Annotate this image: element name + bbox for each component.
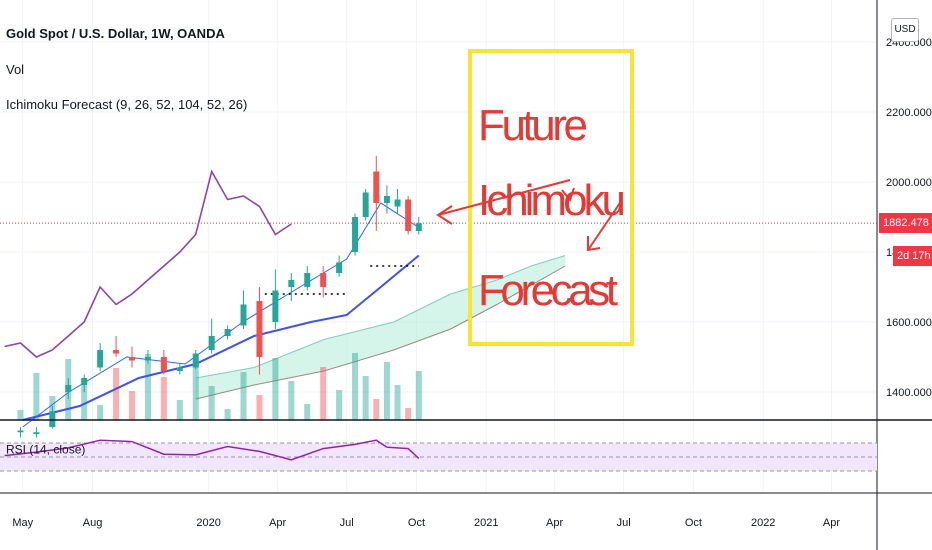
volume-bar <box>373 399 380 420</box>
forecast-annotation: Future Ichimoku Forecast <box>436 49 634 346</box>
ichimoku-cloud <box>195 255 566 400</box>
volume-bar <box>33 373 40 420</box>
x-tick-label: Jul <box>617 517 631 529</box>
candle-body <box>97 350 104 368</box>
volume-bar <box>176 400 183 420</box>
countdown-tag: 2d 17h <box>893 246 932 266</box>
annotation-arrow <box>587 199 623 251</box>
rsi-legend[interactable]: RSI (14, close) <box>6 443 85 457</box>
candle-body <box>383 196 390 203</box>
y-tick-label: 2000.000 <box>886 177 932 189</box>
kijun-line <box>22 254 420 421</box>
volume-bar <box>240 372 247 420</box>
volume-bar <box>320 367 327 420</box>
x-tick-label: Oct <box>685 517 702 529</box>
lagging-span <box>4 169 292 358</box>
volume-bar <box>256 395 263 420</box>
annotation-text-line: Future <box>478 101 588 150</box>
volume-bar <box>144 354 151 420</box>
x-tick-label: Apr <box>269 517 286 529</box>
y-tick-label: 2200.000 <box>886 107 932 119</box>
candle-body <box>415 223 422 231</box>
candle-body <box>405 199 412 231</box>
annotation-box <box>468 49 634 346</box>
candle-body <box>65 385 72 392</box>
candle-body <box>208 336 215 350</box>
candle-body <box>320 273 327 287</box>
candle-body <box>272 290 279 322</box>
volume-bar <box>113 368 120 420</box>
x-tick-label: Apr <box>823 517 840 529</box>
candle-body <box>129 357 136 361</box>
volume-bar <box>81 382 88 420</box>
annotation-text-line: Forecast <box>478 266 618 315</box>
x-tick-label: Aug <box>83 517 103 529</box>
volume-bar <box>336 390 343 420</box>
volume-bar <box>352 353 359 420</box>
candle-body <box>192 353 199 368</box>
volume-legend[interactable]: Vol <box>6 62 25 77</box>
symbol-title[interactable]: Gold Spot / U.S. Dollar, 1W, OANDA <box>6 26 225 41</box>
arrow-head <box>561 187 575 203</box>
candle-body <box>352 217 359 252</box>
grid-layer <box>0 0 877 492</box>
volume-bar <box>415 371 422 420</box>
y-tick-label: 1600.000 <box>886 317 932 329</box>
candle-body <box>33 432 40 434</box>
volume-bar <box>97 405 104 420</box>
current-price-tag: 1882.478 <box>879 213 932 234</box>
senkou-span-a <box>195 255 566 379</box>
candle-body <box>81 378 88 385</box>
volume-bar <box>288 381 295 420</box>
candle-body <box>144 357 151 361</box>
arrow-head <box>587 236 601 252</box>
volume-bar <box>362 376 369 420</box>
senkou-span-b <box>195 265 566 400</box>
candle-body <box>49 411 56 427</box>
ichimoku-legend[interactable]: Ichimoku Forecast (9, 26, 52, 104, 52, 2… <box>6 97 248 112</box>
cloud-fill <box>195 255 566 399</box>
volume-bar <box>160 377 167 420</box>
lagging-span-line <box>4 169 292 358</box>
volume-bar <box>405 408 412 420</box>
volume-bar <box>129 391 136 420</box>
candle-body <box>240 304 247 326</box>
volume-bar <box>17 410 24 420</box>
candle-body <box>176 367 183 371</box>
annotation-text-line: Ichimoku <box>478 176 626 225</box>
x-tick-label: Apr <box>546 517 563 529</box>
x-tick-label: Oct <box>408 517 425 529</box>
candle-body <box>256 301 263 357</box>
volume-bar <box>192 363 199 420</box>
x-tick-label: 2022 <box>751 517 775 529</box>
volume-bar <box>224 409 231 420</box>
annotation-arrow <box>437 179 571 216</box>
volume-bar <box>272 358 279 420</box>
candlesticks <box>17 155 422 438</box>
currency-button[interactable]: USD <box>891 18 919 42</box>
x-tick-label: 2020 <box>196 517 220 529</box>
candle-body <box>288 280 295 287</box>
rsi-pane: RSI (14, close) <box>0 439 877 472</box>
x-tick-label: Jul <box>340 517 354 529</box>
candle-body <box>224 329 231 336</box>
candle-body <box>373 171 380 203</box>
candle-body <box>160 357 167 371</box>
y-tick-label: 1400.000 <box>886 387 932 399</box>
x-tick-label: May <box>12 517 33 529</box>
candle-body <box>394 199 401 207</box>
arrow-head <box>436 205 453 225</box>
volume-bar <box>394 385 401 420</box>
candle-body <box>336 262 343 273</box>
candle-body <box>362 192 369 217</box>
candle-body <box>304 273 311 287</box>
x-tick-label: 2021 <box>474 517 498 529</box>
volume-bar <box>208 386 215 420</box>
volume-bar <box>304 404 311 420</box>
volume-bar <box>383 362 390 420</box>
rsi-line <box>4 439 420 461</box>
candle-body <box>17 430 24 433</box>
candle-body <box>113 350 120 354</box>
